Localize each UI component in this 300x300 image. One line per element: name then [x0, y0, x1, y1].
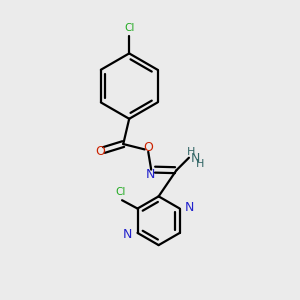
Text: N: N	[146, 168, 155, 181]
Text: N: N	[123, 228, 133, 241]
Text: H: H	[187, 147, 196, 158]
Text: N: N	[185, 201, 194, 214]
Text: Cl: Cl	[124, 23, 134, 33]
Text: N: N	[191, 152, 200, 165]
Text: H: H	[195, 159, 204, 169]
Text: O: O	[144, 141, 154, 154]
Text: Cl: Cl	[115, 187, 125, 197]
Text: O: O	[95, 145, 105, 158]
